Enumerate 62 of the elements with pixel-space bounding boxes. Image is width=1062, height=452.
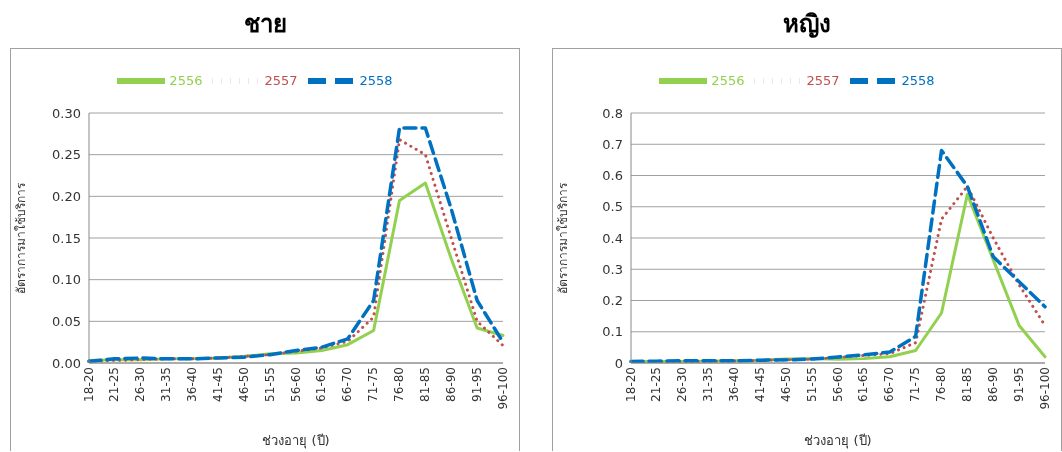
y-tick-label: 0.10 xyxy=(52,272,81,288)
x-tick-label: 26-30 xyxy=(133,367,148,402)
y-tick-label: 0.4 xyxy=(602,230,623,246)
x-tick-label: 81-85 xyxy=(417,367,432,402)
x-tick-label: 51-55 xyxy=(262,367,277,402)
y-tick-label: 0 xyxy=(614,355,623,371)
x-tick-label: 46-50 xyxy=(236,367,251,402)
x-tick-label: 91-95 xyxy=(1011,367,1026,402)
chart-title: ชาย xyxy=(242,9,288,40)
legend-label: 2557 xyxy=(264,72,298,88)
x-tick-label: 36-40 xyxy=(185,367,200,402)
x-axis-title: ช่วงอายุ (ปี) xyxy=(804,433,872,449)
x-tick-label: 66-70 xyxy=(340,367,355,402)
legend-label: 2557 xyxy=(806,72,840,88)
x-tick-label: 66-70 xyxy=(882,367,897,402)
x-tick-label: 81-85 xyxy=(959,367,974,402)
y-tick-label: 0.25 xyxy=(52,147,81,163)
y-tick-label: 0.30 xyxy=(52,105,81,121)
x-tick-label: 96-100 xyxy=(1037,367,1052,410)
y-tick-label: 0.8 xyxy=(602,105,623,121)
chart-title: หญิง xyxy=(782,9,832,40)
x-tick-label: 96-100 xyxy=(495,367,510,410)
legend-label: 2556 xyxy=(169,72,203,88)
y-tick-label: 0.20 xyxy=(52,188,81,204)
legend-label: 2558 xyxy=(359,72,393,88)
y-tick-label: 0.3 xyxy=(602,261,623,277)
x-tick-label: 56-60 xyxy=(288,367,303,402)
y-tick-label: 0.15 xyxy=(52,230,81,246)
y-tick-label: 0.5 xyxy=(602,199,623,215)
x-tick-label: 26-30 xyxy=(675,367,690,402)
x-tick-label: 36-40 xyxy=(727,367,742,402)
x-tick-label: 76-80 xyxy=(392,367,407,402)
y-tick-label: 0.00 xyxy=(52,355,81,371)
y-tick-label: 0.2 xyxy=(602,293,623,309)
x-tick-label: 56-60 xyxy=(830,367,845,402)
x-tick-label: 91-95 xyxy=(469,367,484,402)
x-axis-title: ช่วงอายุ (ปี) xyxy=(262,433,330,449)
x-tick-label: 61-65 xyxy=(314,367,329,402)
x-tick-label: 41-45 xyxy=(210,367,225,402)
x-tick-label: 51-55 xyxy=(804,367,819,402)
x-tick-label: 71-75 xyxy=(908,367,923,402)
x-tick-label: 71-75 xyxy=(366,367,381,402)
legend-label: 2556 xyxy=(711,72,745,88)
x-tick-label: 46-50 xyxy=(778,367,793,402)
x-tick-label: 86-90 xyxy=(985,367,1000,402)
y-tick-label: 0.6 xyxy=(602,168,623,184)
x-tick-label: 18-20 xyxy=(623,367,638,402)
x-tick-label: 31-35 xyxy=(701,367,716,402)
legend-label: 2558 xyxy=(901,72,935,88)
x-tick-label: 31-35 xyxy=(159,367,174,402)
x-tick-label: 18-20 xyxy=(81,367,96,402)
y-tick-label: 0.05 xyxy=(52,313,81,329)
y-axis-title: อัตราการมาใช้บริการ xyxy=(556,181,571,294)
y-tick-label: 0.1 xyxy=(602,324,623,340)
x-tick-label: 21-25 xyxy=(107,367,122,402)
x-tick-label: 21-25 xyxy=(649,367,664,402)
x-tick-label: 41-45 xyxy=(752,367,767,402)
y-axis-title: อัตราการมาใช้บริการ xyxy=(14,181,29,294)
x-tick-label: 86-90 xyxy=(443,367,458,402)
y-tick-label: 0.7 xyxy=(602,136,623,152)
x-tick-label: 76-80 xyxy=(934,367,949,402)
x-tick-label: 61-65 xyxy=(856,367,871,402)
